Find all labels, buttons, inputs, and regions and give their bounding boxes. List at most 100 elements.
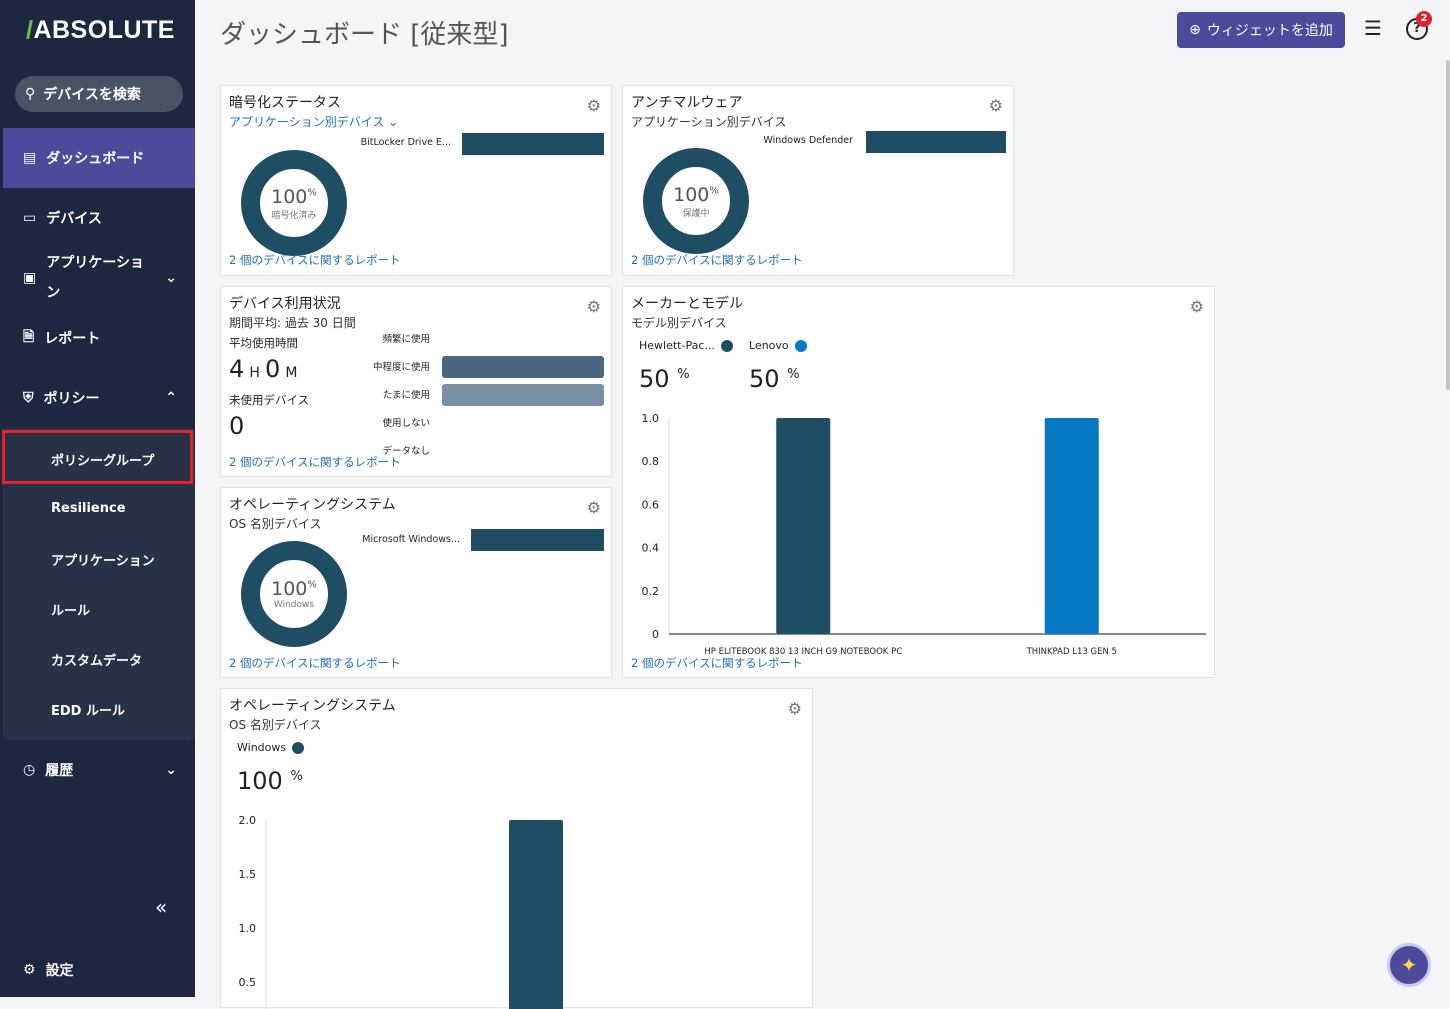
y-tick-label: 0.6 [642,498,660,511]
widget-title: オペレーティングシステム [229,497,396,513]
plus-circle-icon: ⊕ [1189,22,1201,38]
absolute-logo[interactable]: /ABSOLUTE [26,16,175,44]
y-tick-label: 0.5 [239,976,257,989]
widget-subtitle: OS 名別デバイス [229,718,322,732]
report-link[interactable]: 2 個のデバイスに関するレポート [631,253,803,267]
report-link[interactable]: 2 個のデバイスに関するレポート [631,656,803,670]
widget-antimalware: アンチマルウェア アプリケーション別デバイス ⚙ Windows Defende… [622,85,1014,276]
widget-os-bar: オペレーティングシステム OS 名別デバイス ⚙ Windows 100 % 0… [220,688,813,1009]
donut-chart[interactable]: 100% 暗号化済み [241,150,347,256]
clock-icon: ◷ [23,762,36,778]
x-tick-label: THINKPAD L13 GEN 5 [1026,647,1117,657]
usage-category: データなし [382,446,430,457]
gear-icon[interactable]: ⚙ [1189,297,1204,316]
submenu-custom-data[interactable]: カスタムデータ [51,654,143,669]
y-tick-label: 0.2 [642,585,660,598]
widget-encryption: 暗号化ステータス アプリケーション別デバイス ⌄ ⚙ BitLocker Dri… [220,85,612,276]
search-icon: ⚲ [25,86,36,102]
models-bar-chart: 0 0.2 0.4 0.6 0.8 1.0 HP ELITEBOOK 830 13 INCH… [642,412,1206,657]
widget-makers-models: メーカーとモデル モデル別デバイス ⚙ Hewlett-Pac... Lenov… [622,286,1215,678]
submenu-policy-groups[interactable]: ポリシーグループ [51,454,155,469]
submenu-applications[interactable]: アプリケーション [51,554,155,569]
gear-icon[interactable]: ⚙ [787,699,802,718]
sidebar-item-dashboard[interactable]: ▤ ダッシュボード [3,128,195,188]
sidebar-item-applications[interactable]: ▣ アプリケーション ⌄ [23,255,177,301]
sidebar-item-devices[interactable]: ▭ デバイス [23,210,102,227]
notification-badge: 2 [1416,11,1432,27]
policy-submenu: ポリシーグループ Resilience アプリケーション ルール カスタムデータ… [3,428,195,740]
gear-icon[interactable]: ⚙ [586,96,601,115]
submenu-rules[interactable]: ルール [51,604,91,619]
gear-icon[interactable]: ⚙ [586,498,601,517]
submenu-resilience[interactable]: Resilience [51,501,126,516]
unused-devices-value: 0 [229,412,245,440]
bar-label: BitLocker Drive E... [360,137,451,148]
bar-moderate[interactable] [442,356,604,378]
ai-assistant-button[interactable]: ✦ [1387,943,1431,987]
usage-category: たまに使用 [382,390,430,401]
avg-usage-label: 平均使用時間 [229,336,298,350]
y-tick-label: 1.0 [239,922,257,935]
report-link[interactable]: 2 個のデバイスに関するレポート [229,253,401,267]
widget-title: 暗号化ステータス [229,95,341,111]
legend-percent: 100 % [237,767,303,795]
gear-icon[interactable]: ⚙ [988,96,1003,115]
bar[interactable] [462,133,604,155]
bar-mark[interactable] [1044,418,1099,634]
chevron-up-icon: ⌃ [165,390,177,406]
highlight-box [2,430,193,484]
device-search-button[interactable]: ⚲ デバイスを検索 [15,76,183,112]
usage-category: 頻繁に使用 [382,334,430,345]
sparkle-icon: ✦ [1400,953,1418,977]
bar[interactable] [471,529,604,551]
y-tick-label: 0.4 [642,542,660,555]
report-link[interactable]: 2 個のデバイスに関するレポート [229,455,401,469]
dashboard-icon: ▤ [23,150,37,166]
legend-item[interactable]: Lenovo [749,339,807,352]
widget-subtitle: OS 名別デバイス [229,517,322,531]
legend-dot [794,339,807,352]
legend-percent: 50 % [749,365,800,393]
group-by-dropdown[interactable]: アプリケーション別デバイス ⌄ [229,115,399,129]
period-label: 期間平均: 過去 30 日間 [229,316,356,330]
usage-category: 中程度に使用 [372,362,430,373]
y-tick-label: 2.0 [239,814,257,827]
legend-dot [292,741,305,754]
bar[interactable] [866,131,1006,153]
widget-title: デバイス利用状況 [229,296,341,312]
bar-mark[interactable] [509,820,563,1009]
submenu-edd-rules[interactable]: EDD ルール [51,704,125,719]
legend-item[interactable]: Windows [237,741,305,754]
sidebar-item-settings[interactable]: ⚙ 設定 [23,962,74,979]
gear-icon[interactable]: ⚙ [586,297,601,316]
sidebar-item-history[interactable]: ◷ 履歴 ⌄ [23,762,177,779]
sidebar-item-policies[interactable]: ⛨ ポリシー ⌃ [23,390,177,407]
x-tick-label: HP ELITEBOOK 830 13 INCH G9 NOTEBOOK PC [704,647,902,657]
layers-icon[interactable]: ☰ [1364,16,1382,40]
shield-icon: ⛨ [23,390,34,406]
legend-item[interactable]: Hewlett-Pac... [639,339,733,352]
bar-label: Windows Defender [763,135,853,146]
donut-chart[interactable]: 100% Windows [241,541,347,647]
bar-occasional[interactable] [442,384,604,406]
report-link[interactable]: 2 個のデバイスに関するレポート [229,656,401,670]
collapse-sidebar-icon[interactable]: « [155,895,168,919]
chevron-down-icon: ⌄ [165,270,177,286]
unused-devices-label: 未使用デバイス [229,393,310,407]
add-widget-button[interactable]: ⊕ ウィジェットを追加 [1177,12,1345,48]
y-tick-label: 1.5 [239,868,257,881]
widget-os-donut: オペレーティングシステム OS 名別デバイス ⚙ Microsoft Windo… [220,487,612,678]
sidebar-item-reports[interactable]: 🗎 レポート [3,318,195,358]
donut-chart[interactable]: 100% 保護中 [643,148,749,254]
legend-dot [720,339,733,352]
os-bar-chart: 0.5 1.0 1.5 2.0 [239,814,563,1009]
app-window-icon: ▣ [23,270,37,286]
page-title: ダッシュボード [従来型] [220,20,509,50]
widget-subtitle: モデル別デバイス [631,316,727,330]
y-tick-label: 0.8 [642,455,660,468]
scrollbar[interactable] [1446,60,1450,390]
bar-mark[interactable] [776,418,831,634]
gear-icon: ⚙ [23,962,36,978]
widget-device-usage: デバイス利用状況 期間平均: 過去 30 日間 ⚙ 平均使用時間 4 H 0 M… [220,286,612,477]
sidebar: /ABSOLUTE ⚲ デバイスを検索 ▤ ダッシュボード ▭ デバイス ▣ アプリケー… [0,0,195,997]
